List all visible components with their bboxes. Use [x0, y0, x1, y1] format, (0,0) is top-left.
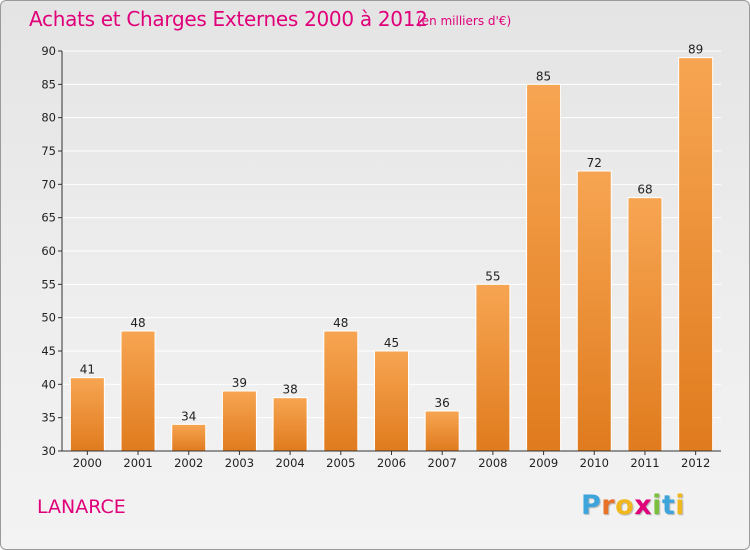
x-tick-label: 2004	[275, 456, 304, 470]
y-tick-label: 70	[41, 177, 56, 191]
logo-letter: r	[601, 490, 616, 521]
x-tick-label: 2003	[225, 456, 254, 470]
logo-letter: x	[634, 490, 653, 521]
value-label: 72	[587, 156, 602, 170]
y-tick-label: 75	[41, 144, 56, 158]
bar	[69, 377, 105, 452]
logo-letter: o	[615, 490, 635, 521]
bar	[424, 410, 460, 452]
value-label: 45	[384, 336, 399, 350]
value-label: 38	[282, 383, 297, 397]
value-label: 34	[181, 409, 196, 423]
y-tick-label: 90	[41, 44, 56, 58]
y-tick-label: 55	[41, 277, 56, 291]
proxiti-logo: Proxiti	[581, 490, 685, 521]
bar	[576, 170, 612, 452]
y-tick-label: 30	[41, 444, 56, 458]
chart-title: Achats et Charges Externes 2000 à 2012	[29, 7, 428, 31]
value-label: 85	[536, 69, 551, 83]
y-tick-label: 85	[41, 77, 56, 91]
bars	[69, 57, 714, 452]
x-tick-label: 2006	[377, 456, 406, 470]
x-tick-label: 2008	[478, 456, 507, 470]
axes: 30 35 40 45 50 55 60 65 70 75 80 85 90 2000 2001 2002 20…	[41, 44, 721, 470]
value-labels: 41 48 34 39 38 48 45 36 55 85 72 68 89	[80, 43, 704, 424]
bar	[272, 397, 308, 452]
bar	[475, 283, 511, 452]
bar	[678, 57, 714, 452]
logo-letter: P	[581, 490, 602, 521]
y-tick-label: 45	[41, 344, 56, 358]
x-tick-label: 2001	[123, 456, 152, 470]
x-tick-label: 2011	[630, 456, 659, 470]
bar	[221, 390, 257, 452]
x-tick-label: 2000	[73, 456, 102, 470]
y-tick-label: 60	[41, 244, 56, 258]
logo-letter: i	[652, 490, 662, 521]
x-tick-label: 2012	[681, 456, 710, 470]
chart-unit: (en milliers d'€)	[417, 14, 512, 28]
y-tick-label: 80	[41, 111, 56, 125]
x-tick-label: 2007	[428, 456, 457, 470]
bar	[526, 83, 562, 452]
value-label: 55	[485, 269, 500, 283]
bar	[323, 330, 359, 452]
y-tick-label: 35	[41, 411, 56, 425]
value-label: 39	[232, 376, 247, 390]
x-tick-label: 2005	[326, 456, 355, 470]
logo-letter: i	[675, 490, 686, 521]
value-label: 48	[130, 316, 145, 330]
bar	[627, 197, 663, 452]
value-label: 41	[80, 363, 95, 377]
y-tick-label: 50	[41, 311, 56, 325]
x-tick-label: 2002	[174, 456, 203, 470]
value-label: 89	[688, 43, 703, 57]
bar	[120, 330, 156, 452]
value-label: 36	[435, 396, 450, 410]
value-label: 68	[637, 183, 652, 197]
logo-letter: t	[661, 490, 676, 521]
bar	[171, 423, 207, 452]
y-tick-label: 40	[41, 377, 56, 391]
y-tick-label: 65	[41, 211, 56, 225]
x-tick-label: 2009	[529, 456, 558, 470]
value-label: 48	[333, 316, 348, 330]
bar	[374, 350, 409, 452]
x-tick-label: 2010	[580, 456, 609, 470]
location-name: LANARCE	[37, 496, 126, 518]
